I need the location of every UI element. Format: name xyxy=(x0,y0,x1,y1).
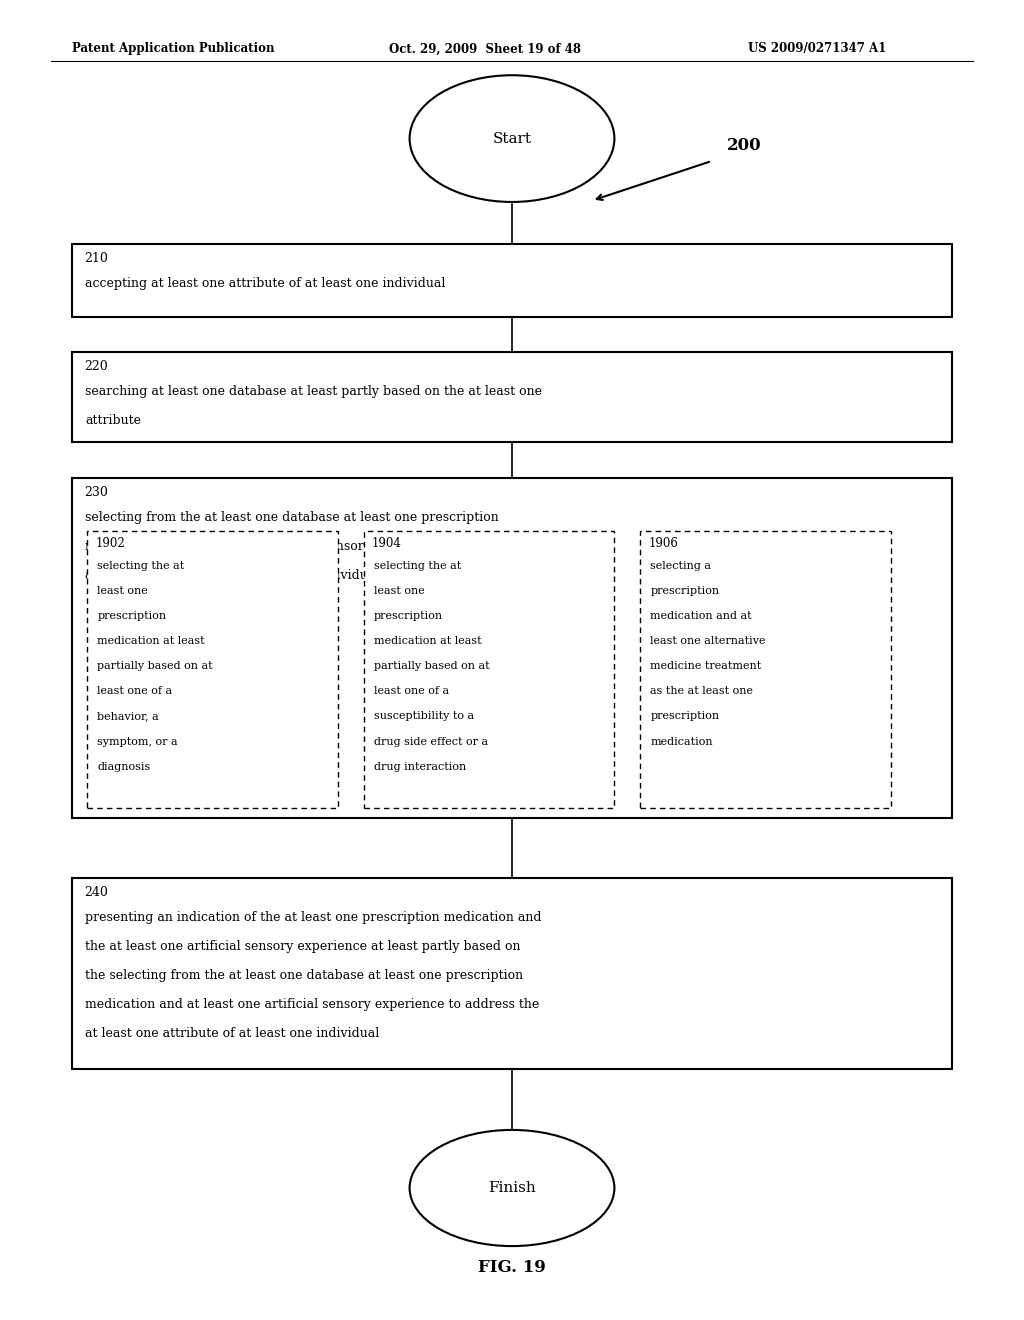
Text: prescription: prescription xyxy=(374,611,443,622)
Text: least one: least one xyxy=(97,586,148,597)
Text: selecting the at: selecting the at xyxy=(374,561,461,572)
Text: prescription: prescription xyxy=(97,611,167,622)
Text: as the at least one: as the at least one xyxy=(650,686,754,697)
Text: FIG. 19: FIG. 19 xyxy=(478,1259,546,1275)
Text: selecting the at: selecting the at xyxy=(97,561,184,572)
Text: partially based on at: partially based on at xyxy=(374,661,489,672)
Text: 1904: 1904 xyxy=(372,537,401,550)
Bar xyxy=(72,352,952,442)
Text: at least one attribute of at least one individual: at least one attribute of at least one i… xyxy=(85,1027,379,1040)
Text: 230: 230 xyxy=(84,486,108,499)
Ellipse shape xyxy=(410,1130,614,1246)
Text: medication: medication xyxy=(650,737,713,747)
Bar xyxy=(87,531,338,808)
Text: presenting an indication of the at least one prescription medication and: presenting an indication of the at least… xyxy=(85,911,542,924)
Text: US 2009/0271347 A1: US 2009/0271347 A1 xyxy=(748,42,886,55)
Text: medication and at least one artificial sensory experience to address the: medication and at least one artificial s… xyxy=(85,998,540,1011)
Text: medication and at: medication and at xyxy=(650,611,752,622)
Text: Finish: Finish xyxy=(488,1181,536,1195)
Text: medication and at least one artificial sensory experience to address the: medication and at least one artificial s… xyxy=(85,540,540,553)
Text: symptom, or a: symptom, or a xyxy=(97,737,178,747)
Text: diagnosis: diagnosis xyxy=(97,762,151,772)
Text: medicine treatment: medicine treatment xyxy=(650,661,762,672)
Bar xyxy=(364,531,614,808)
Text: 1906: 1906 xyxy=(648,537,678,550)
Text: Patent Application Publication: Patent Application Publication xyxy=(72,42,274,55)
Text: the selecting from the at least one database at least one prescription: the selecting from the at least one data… xyxy=(85,969,523,982)
Text: drug side effect or a: drug side effect or a xyxy=(374,737,487,747)
Text: 210: 210 xyxy=(84,252,108,265)
Bar xyxy=(72,878,952,1069)
Text: drug interaction: drug interaction xyxy=(374,762,466,772)
Text: behavior, a: behavior, a xyxy=(97,711,159,722)
Text: Oct. 29, 2009  Sheet 19 of 48: Oct. 29, 2009 Sheet 19 of 48 xyxy=(389,42,582,55)
Text: accepting at least one attribute of at least one individual: accepting at least one attribute of at l… xyxy=(85,277,445,290)
Text: 220: 220 xyxy=(84,360,108,374)
Text: partially based on at: partially based on at xyxy=(97,661,213,672)
Ellipse shape xyxy=(410,75,614,202)
Text: prescription: prescription xyxy=(650,586,720,597)
Text: least one alternative: least one alternative xyxy=(650,636,766,647)
Bar xyxy=(72,244,952,317)
Text: least one of a: least one of a xyxy=(374,686,449,697)
Bar xyxy=(72,478,952,818)
Text: Start: Start xyxy=(493,132,531,145)
Text: prescription: prescription xyxy=(650,711,720,722)
Text: at least one attribute of at least one individual: at least one attribute of at least one i… xyxy=(85,569,379,582)
Text: 1902: 1902 xyxy=(95,537,125,550)
Text: least one: least one xyxy=(374,586,425,597)
Text: selecting a: selecting a xyxy=(650,561,712,572)
Text: selecting from the at least one database at least one prescription: selecting from the at least one database… xyxy=(85,511,499,524)
Text: attribute: attribute xyxy=(85,414,141,428)
Text: 200: 200 xyxy=(727,137,762,153)
Text: medication at least: medication at least xyxy=(97,636,205,647)
Text: medication at least: medication at least xyxy=(374,636,481,647)
Text: the at least one artificial sensory experience at least partly based on: the at least one artificial sensory expe… xyxy=(85,940,520,953)
Text: susceptibility to a: susceptibility to a xyxy=(374,711,474,722)
Text: least one of a: least one of a xyxy=(97,686,172,697)
Text: searching at least one database at least partly based on the at least one: searching at least one database at least… xyxy=(85,385,542,399)
Bar xyxy=(640,531,891,808)
Text: 240: 240 xyxy=(84,886,108,899)
